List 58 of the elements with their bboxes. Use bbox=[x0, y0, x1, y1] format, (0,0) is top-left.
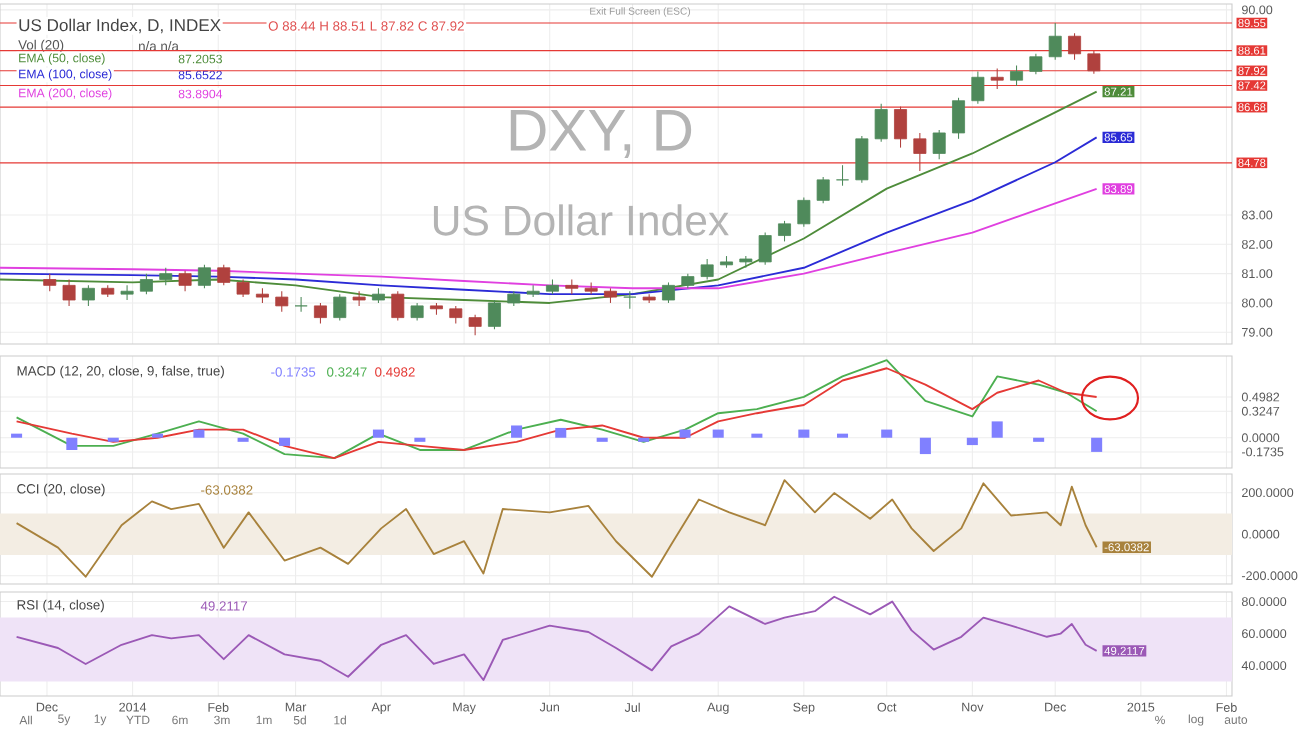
candlestick bbox=[120, 284, 134, 301]
candlestick bbox=[178, 270, 192, 292]
candlestick bbox=[662, 281, 675, 304]
bar bbox=[712, 429, 724, 438]
candlestick bbox=[1068, 32, 1082, 61]
candlestick bbox=[62, 278, 76, 307]
bar bbox=[555, 427, 567, 438]
candlestick bbox=[487, 299, 501, 330]
candlestick bbox=[197, 264, 211, 289]
candlestick bbox=[990, 67, 1004, 90]
bar bbox=[193, 429, 205, 438]
candlestick bbox=[700, 258, 714, 281]
candlestick bbox=[294, 296, 308, 313]
line-series bbox=[15, 479, 1098, 578]
candlestick bbox=[313, 302, 327, 325]
annotation: US Dollar Index bbox=[433, 204, 729, 236]
candlestick bbox=[1087, 50, 1101, 75]
candlestick bbox=[778, 220, 791, 242]
candlestick bbox=[932, 129, 946, 160]
candlestick bbox=[855, 135, 869, 184]
line-series bbox=[0, 90, 1098, 304]
bar bbox=[679, 429, 691, 438]
line-series bbox=[15, 595, 1098, 681]
text: US Dollar Index, D, INDEX bbox=[19, 18, 221, 34]
candlestick bbox=[836, 164, 849, 187]
candlestick bbox=[952, 97, 965, 140]
line-series bbox=[0, 188, 1098, 290]
candlestick bbox=[468, 314, 482, 336]
candlestick bbox=[217, 264, 231, 286]
candlestick bbox=[81, 284, 95, 307]
candlestick bbox=[526, 284, 540, 298]
bar bbox=[279, 437, 291, 446]
candlestick bbox=[758, 232, 772, 266]
bar bbox=[372, 429, 384, 438]
candlestick bbox=[1048, 22, 1062, 61]
candlestick bbox=[139, 273, 153, 295]
candlestick bbox=[275, 290, 289, 313]
bar bbox=[66, 437, 78, 450]
candlestick bbox=[352, 290, 366, 307]
bar bbox=[881, 429, 893, 438]
candlestick bbox=[913, 132, 927, 172]
bar bbox=[1091, 437, 1103, 452]
bar bbox=[511, 425, 523, 438]
candlestick bbox=[816, 176, 830, 204]
candlestick bbox=[874, 103, 888, 143]
bar bbox=[798, 429, 810, 438]
candlestick bbox=[1029, 53, 1043, 75]
candlestick bbox=[1010, 65, 1024, 87]
candlestick bbox=[333, 293, 347, 322]
bar bbox=[919, 437, 931, 455]
candlestick bbox=[797, 196, 811, 228]
candlestick bbox=[971, 70, 985, 105]
candlestick bbox=[894, 106, 907, 149]
annotation: DXY, D bbox=[510, 110, 692, 158]
candlestick bbox=[584, 281, 598, 295]
bar bbox=[991, 421, 1003, 438]
bar bbox=[966, 437, 978, 446]
candlestick bbox=[391, 290, 405, 322]
